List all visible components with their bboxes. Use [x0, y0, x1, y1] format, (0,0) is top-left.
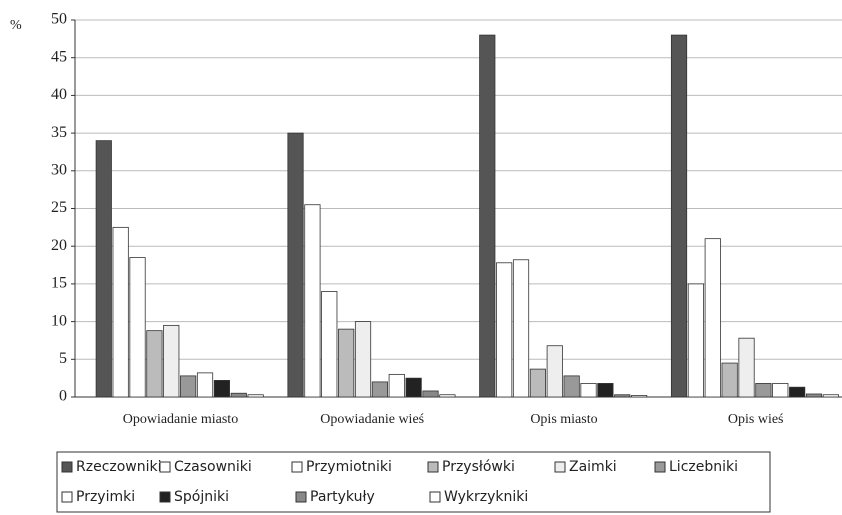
legend-label: Rzeczowniki — [76, 459, 162, 475]
bar — [704, 238, 721, 398]
bar — [755, 383, 772, 398]
bar — [822, 394, 839, 398]
legend-swatch — [291, 461, 303, 473]
bar — [772, 383, 789, 398]
bar — [670, 34, 688, 398]
y-tick-label: 50 — [51, 11, 67, 28]
bar — [422, 390, 439, 398]
legend-swatch — [61, 491, 73, 503]
y-tick-label: 10 — [51, 312, 67, 329]
bar — [112, 226, 129, 398]
bar — [687, 283, 704, 398]
bar — [529, 368, 546, 398]
bar — [321, 291, 338, 398]
bar — [354, 321, 372, 398]
legend-label: Spójniki — [174, 489, 229, 505]
legend-swatch — [159, 461, 171, 473]
legend-label: Przysłówki — [442, 459, 515, 475]
y-tick-label: 20 — [51, 237, 67, 254]
bar — [580, 383, 597, 398]
y-tick-label: 25 — [51, 199, 67, 216]
bar — [805, 393, 823, 398]
legend-swatch — [159, 491, 171, 503]
bar — [371, 381, 388, 398]
bar — [479, 34, 496, 398]
bar — [338, 328, 355, 398]
bar — [196, 372, 214, 398]
bar — [95, 140, 112, 398]
legend-label: Czasowniki — [174, 459, 252, 475]
legend-swatch — [61, 461, 73, 473]
x-tick-label: Opowiadanie miasto — [123, 412, 238, 427]
bar — [496, 262, 513, 398]
y-tick-label: 5 — [59, 350, 67, 367]
legend-label: Wykrzykniki — [444, 489, 528, 505]
bar — [129, 257, 146, 398]
legend-label: Przymiotniki — [306, 459, 392, 475]
x-tick-label: Opis miasto — [530, 412, 597, 427]
y-tick-label: 35 — [51, 124, 67, 141]
y-axis-label: % — [10, 18, 22, 33]
legend-label: Liczebniki — [669, 459, 738, 475]
bar — [614, 394, 631, 398]
bar — [738, 337, 755, 398]
bar — [789, 386, 806, 398]
bar — [287, 132, 304, 398]
bar — [180, 375, 197, 398]
bar — [405, 377, 422, 398]
x-tick-label: Opis wieś — [728, 412, 784, 427]
y-tick-label: 15 — [51, 275, 67, 292]
x-tick-label: Opowiadanie wieś — [320, 412, 424, 427]
bar — [247, 394, 264, 398]
bar — [512, 259, 530, 398]
legend-label: Przyimki — [76, 489, 135, 505]
bar — [388, 373, 405, 398]
y-tick-label: 0 — [59, 388, 67, 405]
bar — [304, 204, 321, 398]
legend-swatch — [654, 461, 666, 473]
legend-swatch — [554, 461, 566, 473]
bar — [721, 362, 738, 398]
legend-swatch — [295, 491, 307, 503]
y-tick-label: 45 — [51, 48, 67, 65]
bar — [597, 383, 614, 398]
legend-swatch — [427, 461, 439, 473]
legend-swatch — [429, 491, 441, 503]
bar — [230, 392, 247, 398]
bar — [439, 394, 456, 398]
bar — [631, 395, 648, 398]
bar — [563, 375, 580, 398]
bar — [163, 324, 180, 398]
y-tick-label: 40 — [51, 86, 67, 103]
legend-box — [56, 451, 771, 513]
bar — [213, 380, 230, 398]
y-tick-label: 30 — [51, 161, 67, 178]
bar — [546, 345, 563, 398]
legend-label: Partykuły — [310, 489, 375, 505]
legend-label: Zaimki — [569, 459, 617, 475]
bar — [146, 330, 163, 398]
